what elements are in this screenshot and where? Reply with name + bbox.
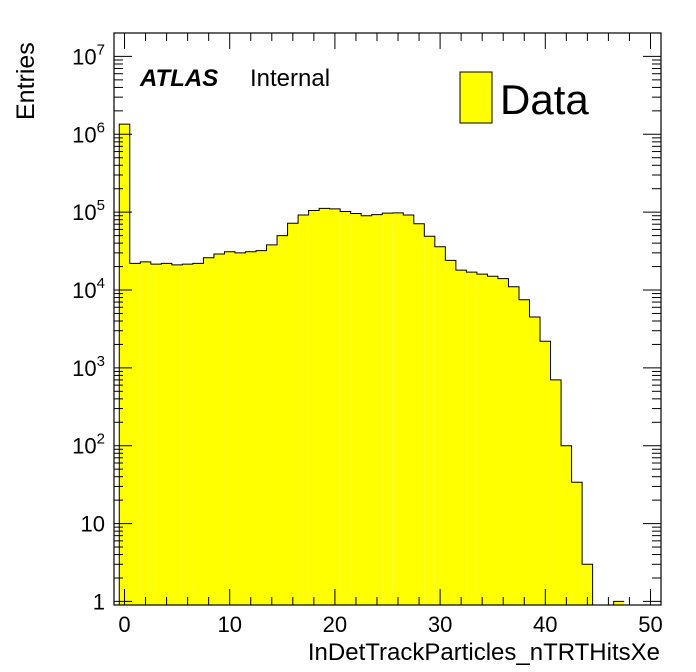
x-tick-labels: 0 10 20 30 40 50 [118, 612, 662, 637]
y-tick-labels: 1 10 102 103 104 105 106 107 [72, 41, 105, 614]
histogram-bin [213, 254, 225, 606]
histogram-bin [192, 263, 204, 605]
histogram-bin [476, 274, 488, 605]
x-tick-label: 0 [118, 612, 130, 637]
legend: Data [459, 71, 589, 124]
histogram-bin [466, 272, 477, 605]
legend-swatch-data [459, 71, 493, 124]
histogram-bin [224, 251, 235, 605]
histogram-bin [371, 214, 383, 606]
x-axis-label: InDetTrackParticles_nTRTHitsXe [308, 639, 660, 666]
axis-ticks [114, 32, 661, 605]
x-tick-label: 20 [323, 612, 347, 637]
histogram-outline [118, 123, 625, 606]
histogram-bin [140, 261, 151, 605]
histogram-bin [161, 263, 172, 605]
histogram-bin [256, 250, 267, 606]
x-tick-label: 10 [217, 612, 241, 637]
histogram-bin [234, 252, 246, 605]
histogram-bin [508, 286, 519, 605]
y-tick-label: 102 [72, 431, 105, 459]
atlas-label: ATLAS Internal [139, 65, 330, 92]
histogram-bin [571, 482, 583, 605]
y-axis-label: Entries [12, 42, 40, 120]
histogram-bin [529, 317, 541, 605]
histogram-bin [308, 210, 320, 605]
histogram-bin [203, 257, 214, 605]
atlas-label-internal: Internal [250, 65, 330, 92]
histogram-bin [403, 214, 414, 605]
plot-frame [113, 32, 662, 606]
histogram-bin [119, 124, 130, 605]
y-tick-label: 106 [72, 119, 105, 147]
histogram-bin [298, 214, 309, 605]
histogram-bin [455, 270, 467, 605]
y-tick-label: 1 [93, 589, 105, 614]
histogram-bin [350, 213, 362, 605]
histogram-bin [445, 260, 456, 605]
histogram-bin [540, 341, 551, 605]
histogram-bin [319, 208, 330, 605]
histogram-bin [561, 445, 572, 605]
histogram-bin [129, 263, 141, 605]
histogram-bin [392, 212, 404, 605]
histogram-bin [424, 236, 435, 606]
atlas-label-bold: ATLAS [139, 65, 218, 92]
histogram-bin [245, 251, 257, 605]
y-tick-label: 105 [72, 197, 105, 225]
histogram-bin [277, 235, 288, 606]
histogram-bin [361, 215, 372, 605]
histogram-bin [487, 276, 498, 605]
histogram-bin [287, 223, 299, 605]
x-tick-label: 30 [428, 612, 452, 637]
y-tick-label: 10 [81, 512, 105, 537]
histogram-bin [182, 264, 193, 605]
histogram-bin [613, 601, 625, 605]
histogram-bin [582, 564, 593, 605]
y-tick-label: 104 [72, 275, 105, 303]
y-tick-label: 103 [72, 353, 105, 381]
histogram-bin [497, 278, 509, 605]
x-tick-label: 50 [638, 612, 662, 637]
histogram-bin [413, 223, 425, 606]
histogram-bin [150, 264, 162, 605]
histogram-bin [340, 211, 351, 606]
histogram-bin [518, 299, 530, 605]
histogram-bin [266, 244, 278, 605]
histogram-bin [550, 379, 562, 605]
histogram-bars [118, 123, 625, 606]
histogram-bin [434, 246, 446, 605]
y-tick-label: 107 [72, 41, 105, 69]
histogram-bin [171, 264, 183, 605]
legend-label-data: Data [500, 76, 589, 123]
x-tick-label: 40 [533, 612, 557, 637]
histogram-bin [382, 213, 393, 605]
histogram-bin [329, 208, 341, 605]
